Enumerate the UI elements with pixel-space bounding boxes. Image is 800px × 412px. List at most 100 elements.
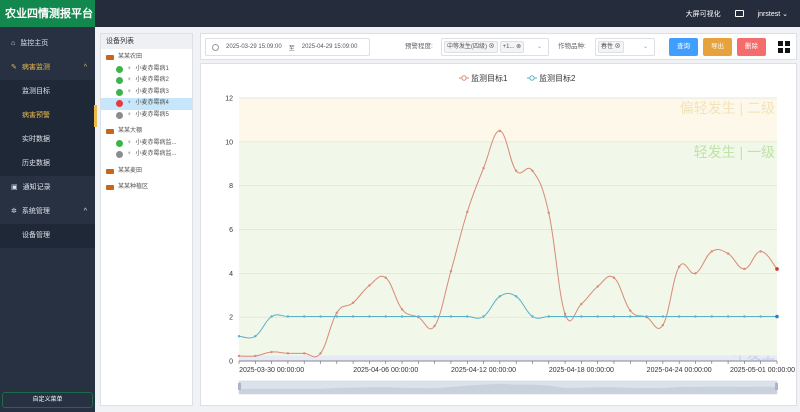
band-1 — [239, 141, 777, 356]
top-header: 农业四情测报平台 大屏可视化 jnrstest ⌄ — [0, 0, 800, 27]
device-name: 小麦赤霉病监... — [135, 139, 177, 146]
data-point — [400, 308, 404, 311]
tree-device[interactable]: ♆ 小麦赤霉病4 — [101, 98, 192, 110]
data-point — [254, 354, 257, 358]
sidebar-item-system[interactable]: ✲ 系统管理 ^ — [0, 200, 95, 224]
data-point — [466, 210, 469, 214]
data-point — [629, 315, 632, 318]
sidebar-item-history[interactable]: 历史数据 — [22, 160, 50, 167]
sidebar-item-disease-monitor[interactable]: ✎ 病害监测 ^ — [0, 56, 95, 80]
export-button[interactable]: 导出 — [703, 38, 732, 56]
tree-group[interactable]: 某某麦田 — [101, 166, 192, 178]
sensor-icon: ♆ — [127, 151, 132, 157]
tree-device[interactable]: ♆ 小麦赤霉病2 — [101, 75, 192, 87]
message-icon[interactable] — [734, 10, 744, 17]
data-point — [661, 315, 665, 318]
sidebar-item-targets[interactable]: 监测目标 — [22, 88, 50, 95]
data-point — [303, 315, 306, 318]
data-point — [743, 267, 746, 271]
clock-icon — [212, 43, 219, 51]
x-tick-label: 2025-05-01 00:00:00 — [730, 367, 795, 374]
folder-icon — [106, 129, 114, 135]
tree-device[interactable]: ♆ 小麦赤霉病1 — [101, 64, 192, 76]
status-dot-icon — [116, 100, 123, 108]
tree-device[interactable]: ♆ 小麦赤霉病监... — [101, 149, 192, 161]
data-point — [498, 295, 502, 298]
group-name: 某某麦田 — [118, 167, 143, 174]
status-dot-icon — [116, 151, 123, 159]
end-date[interactable]: 2025-04-29 15:09:00 — [301, 44, 358, 50]
data-point — [596, 285, 599, 288]
tree-device[interactable]: ♆ 小麦赤霉病监... — [101, 138, 192, 150]
tree-group[interactable]: 某某大棚 — [101, 126, 192, 138]
delete-button[interactable]: 删除 — [737, 38, 766, 56]
band-2 — [239, 98, 777, 142]
data-point — [580, 315, 583, 318]
sensor-icon: ♆ — [127, 100, 132, 106]
chevron-up-icon: ^ — [83, 208, 87, 215]
sidebar-item-devices[interactable]: 设备管理 — [22, 232, 50, 239]
status-dot-icon — [116, 65, 123, 73]
gear-icon: ✲ — [11, 208, 17, 215]
date-range-picker[interactable]: 2025-03-29 15:09:00 至 2025-04-29 15:09:0… — [205, 38, 370, 56]
sidebar-item-realtime[interactable]: 实时数据 — [22, 136, 50, 143]
data-point — [286, 315, 290, 318]
chevron-down-icon: ⌄ — [536, 44, 542, 50]
level-tag-more[interactable]: +1... ⊗ — [499, 41, 525, 53]
data-point — [433, 324, 436, 328]
data-point — [368, 315, 371, 318]
folder-icon — [106, 185, 114, 191]
sensor-icon: ♆ — [127, 65, 132, 72]
folder-icon — [106, 55, 114, 61]
grid-view-icon[interactable] — [778, 41, 790, 53]
home-icon: ⌂ — [11, 40, 16, 47]
y-tick-label: 2 — [229, 315, 233, 322]
tree-device[interactable]: ♆ 小麦赤霉病3 — [101, 87, 192, 99]
start-date[interactable]: 2025-03-29 15:09:00 — [226, 44, 282, 50]
chevron-up-icon: ^ — [83, 64, 87, 71]
bigscreen-link[interactable]: 大屏可视化 — [685, 10, 721, 18]
data-point — [351, 301, 355, 304]
user-menu[interactable]: jnrstest ⌄ — [758, 10, 788, 18]
data-point — [629, 309, 632, 312]
tree-device[interactable]: ♆ 小麦赤霉病5 — [101, 110, 192, 122]
sidebar-item-notifications[interactable]: ▣ 通知记录 — [0, 176, 95, 200]
level-label: 预警程度: — [405, 43, 433, 50]
status-dot-icon — [116, 77, 123, 85]
data-point — [759, 250, 762, 253]
scrollbar[interactable] — [94, 105, 97, 127]
level-tag[interactable]: 中等发生(四级) ⊗ — [444, 41, 498, 53]
data-point — [563, 312, 567, 316]
data-point — [547, 211, 550, 215]
datazoom-handle-left[interactable] — [238, 383, 241, 390]
band-label: 偏轻发生 | 二级 — [680, 100, 775, 116]
custom-menu-button[interactable]: 自定义菜单 — [2, 392, 93, 408]
sensor-icon: ♆ — [127, 77, 132, 83]
data-point — [351, 315, 355, 318]
crop-tag[interactable]: 春性 ⊗ — [598, 41, 624, 53]
sidebar: ⌂ 监控主页 ✎ 病害监测 ^ 监测目标 病害预警 实时数据 历史数据 ▣ 通知记录 ✲… — [0, 27, 95, 412]
filter-toolbar: 2025-03-29 15:09:00 至 2025-04-29 15:09:0… — [200, 33, 797, 60]
status-dot-icon — [116, 88, 123, 96]
level-select[interactable]: 中等发生(四级) ⊗ +1... ⊗ ⌄ — [441, 38, 549, 56]
tree-group[interactable]: 某某农田 — [101, 52, 192, 64]
data-point — [319, 315, 322, 318]
legend-label: 监测目标1 — [471, 73, 508, 83]
x-tick-label: 2025-04-18 00:00:00 — [549, 367, 614, 374]
crop-select[interactable]: 春性 ⊗ ⌄ — [595, 38, 655, 56]
y-tick-label: 8 — [229, 183, 233, 190]
sensor-icon: ♆ — [127, 139, 132, 146]
data-point — [726, 315, 730, 318]
data-point — [319, 352, 322, 355]
data-point — [759, 315, 762, 318]
sidebar-item-warning[interactable]: 病害预警 — [22, 112, 50, 119]
data-point — [335, 315, 339, 318]
tree-group[interactable]: 某某种植区 — [101, 182, 192, 194]
query-button[interactable]: 查询 — [669, 38, 698, 56]
data-point — [710, 315, 713, 318]
data-point — [384, 276, 387, 279]
sensor-icon: ♆ — [127, 111, 132, 118]
datazoom-handle-right[interactable] — [775, 383, 778, 390]
app-logo: 农业四情测报平台 — [0, 0, 95, 27]
sidebar-item-home[interactable]: ⌂ 监控主页 — [0, 32, 95, 56]
